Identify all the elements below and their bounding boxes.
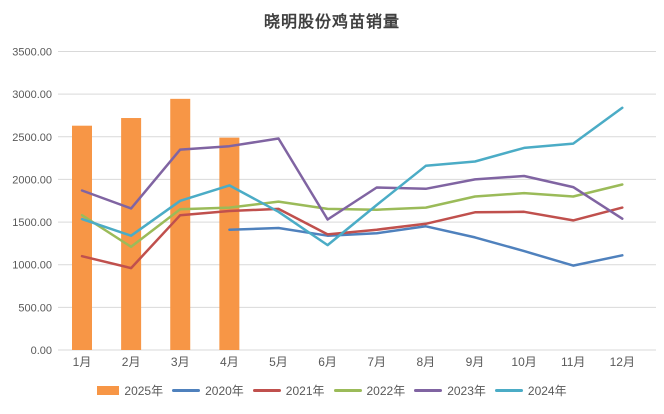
legend-item-2022年: 2022年 xyxy=(333,382,406,399)
line-2022年 xyxy=(80,183,624,249)
legend-item-2024年: 2024年 xyxy=(494,382,567,399)
x-tick-label: 3月 xyxy=(171,355,190,369)
y-tick-label: 1000.00 xyxy=(12,260,52,272)
series-2024年 xyxy=(80,106,624,247)
x-tick-label: 7月 xyxy=(367,355,386,369)
line-2024年 xyxy=(80,106,624,247)
x-tick-label: 9月 xyxy=(466,355,485,369)
y-axis-tick-labels: 0.00 500.00 1000.00 1500.00 2000.00 2500.00 30… xyxy=(12,47,52,358)
legend-label: 2023年 xyxy=(447,384,486,398)
x-tick-label: 10月 xyxy=(511,355,536,369)
y-tick-label: 3000.00 xyxy=(12,89,52,101)
legend-item-2025年: 2025年 xyxy=(97,382,163,399)
series-2021年 xyxy=(80,206,624,270)
bar-2025年-1月 xyxy=(72,125,92,350)
legend-item-2020年: 2020年 xyxy=(172,382,244,399)
x-axis-tick-labels: 1月 2月 3月 4月 5月 6月 7月 8月 9月 10月 11月 12月 xyxy=(73,355,635,369)
legend-swatch-2023年 xyxy=(414,389,443,392)
y-tick-label: 2000.00 xyxy=(12,174,52,186)
x-tick-label: 12月 xyxy=(610,355,635,369)
legend-swatch-2024年 xyxy=(494,389,523,392)
y-tick-label: 1500.00 xyxy=(12,217,52,229)
bar-2025年-3月 xyxy=(170,98,191,350)
y-tick-label: 2500.00 xyxy=(12,132,52,144)
series-2020年 xyxy=(228,225,624,267)
chart-title: 晓明股份鸡苗销量 xyxy=(263,14,400,31)
series-2025年 xyxy=(72,98,240,350)
line-2021年 xyxy=(80,206,624,270)
y-tick-label: 0.00 xyxy=(31,345,52,357)
legend-label: 2020年 xyxy=(205,384,244,398)
legend-label: 2021年 xyxy=(285,384,325,398)
legend-label: 2025年 xyxy=(124,384,164,398)
legend-swatch-2021年 xyxy=(252,389,281,392)
legend: 2025年 2020年 2021年 2022年 2023年 2024年 xyxy=(0,382,664,399)
legend-label: 2024年 xyxy=(527,384,567,398)
x-tick-label: 11月 xyxy=(561,355,585,369)
series-2022年 xyxy=(80,183,624,249)
series-2023年 xyxy=(80,137,624,221)
gridlines xyxy=(58,51,656,351)
line-2023年 xyxy=(80,137,624,221)
x-tick-label: 5月 xyxy=(269,355,288,369)
legend-swatch-2020年 xyxy=(172,389,201,392)
legend-item-2023年: 2023年 xyxy=(414,382,486,399)
x-tick-label: 2月 xyxy=(122,355,141,369)
x-tick-label: 1月 xyxy=(73,355,92,369)
legend-swatch-2022年 xyxy=(333,389,362,392)
x-tick-label: 6月 xyxy=(318,355,337,369)
legend-swatch-2025年 xyxy=(97,386,120,395)
x-tick-label: 4月 xyxy=(220,355,239,369)
bar-2025年-4月 xyxy=(219,137,240,350)
legend-label: 2022年 xyxy=(366,384,406,398)
line-2020年 xyxy=(228,225,624,267)
y-tick-label: 3500.00 xyxy=(12,47,52,59)
legend-item-2021年: 2021年 xyxy=(252,382,325,399)
bar-2025年-2月 xyxy=(121,118,142,350)
x-tick-label: 8月 xyxy=(416,355,435,369)
y-tick-label: 500.00 xyxy=(18,302,52,314)
plot-area: 0.00 500.00 1000.00 1500.00 2000.00 2500.00 30… xyxy=(12,47,656,369)
